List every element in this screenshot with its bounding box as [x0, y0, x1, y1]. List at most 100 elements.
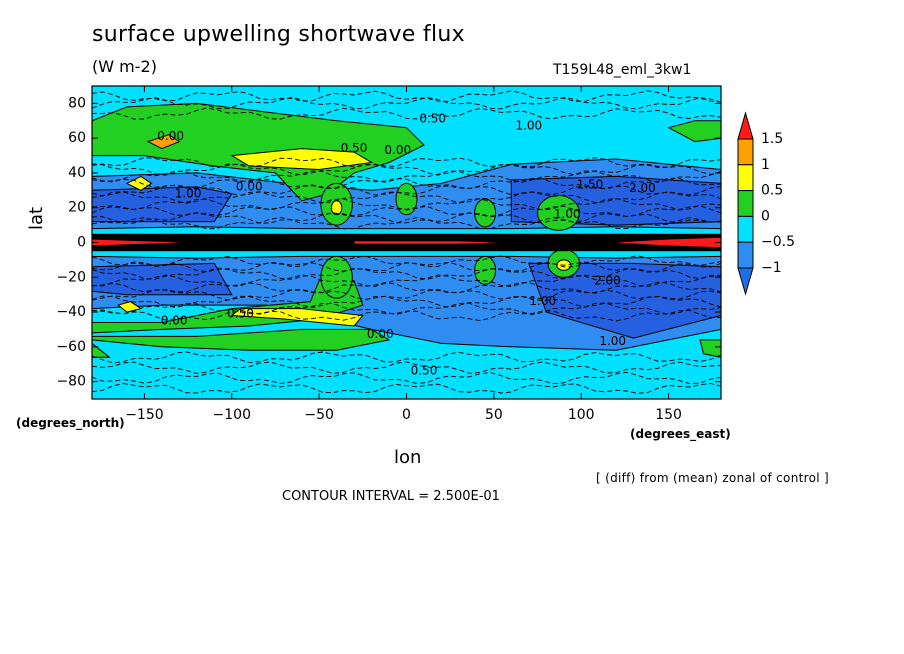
contour-label: 0.00 [384, 143, 411, 157]
colorbar-under-arrow [737, 267, 754, 296]
colorbar-tick-label: −1 [761, 260, 782, 276]
x-tick-label: −150 [125, 407, 163, 423]
contour-label: 1.00 [554, 207, 581, 221]
dashed-contours [92, 90, 721, 394]
y-axis-unit: (degrees_north) [16, 416, 125, 430]
colorbar-tick-label: 1 [761, 157, 770, 173]
south-deep-region [528, 262, 721, 339]
contour-label: 0.50 [411, 364, 438, 378]
x-axis-label: lon [394, 447, 422, 468]
dashed-contour-line [92, 261, 721, 272]
dashed-contour-line [92, 217, 721, 230]
central-red-tongue [353, 240, 512, 245]
dashed-contour-line [92, 97, 721, 110]
east-red-tongue [607, 236, 721, 249]
y-tick-label: −80 [56, 374, 86, 390]
contour-label: 0.50 [227, 306, 254, 320]
dashed-contour-line [92, 371, 721, 385]
dashed-contour-line [92, 184, 721, 197]
contour-label: 1.00 [515, 118, 542, 132]
y-tick-label: 20 [68, 200, 86, 216]
dashed-contour-line [92, 170, 721, 183]
dashed-contour-line [92, 351, 721, 364]
contour-label: 1.00 [175, 186, 202, 200]
x-tick-label: 150 [655, 407, 682, 423]
y-tick-label: −60 [56, 339, 86, 355]
green-cell [474, 198, 497, 228]
contour-label: 0.50 [341, 141, 368, 155]
y-axis: 80 60 40 20 0 −20 −40 −60 −80 [56, 95, 721, 390]
west-red-tongue [92, 238, 197, 247]
dashed-contour-line [92, 90, 721, 103]
x-tick-label: 50 [485, 407, 503, 423]
north-orange-patch [146, 134, 181, 150]
run-id-label: T159L48_eml_3kw1 [553, 62, 692, 78]
dashed-contour-line [92, 157, 721, 168]
colorbar-tick-label: 0.5 [761, 183, 783, 199]
colorbar-swatch [737, 241, 754, 269]
dashed-contour-line [92, 310, 721, 322]
green-cell [320, 255, 353, 299]
dashed-contour-line [92, 205, 721, 217]
colorbar-tick-label: 1.5 [761, 131, 783, 147]
south-green-strip [92, 328, 391, 351]
y-tick-label: 40 [68, 165, 86, 181]
green-cell [395, 182, 418, 216]
dashed-contour-line [92, 281, 721, 294]
dashed-contour-line [92, 267, 721, 280]
dashed-contour-line [92, 198, 721, 211]
north-west-yellow-patch [125, 175, 153, 191]
colorbar-over-arrow [737, 111, 754, 140]
north-west-deep-region [92, 186, 233, 223]
contour-label: 1.50 [577, 178, 604, 192]
dashed-contour-line [92, 302, 721, 315]
dashed-contour-line [92, 289, 721, 301]
contour-labels: 0.50 1.00 0.00 0.50 0.00 1.00 0.00 1.50 2.00 1.00… [157, 112, 655, 378]
contour-label: 0.50 [419, 112, 446, 126]
north-east-green-patch [667, 120, 721, 143]
colorbar-tick-label: −0.5 [761, 234, 795, 250]
dashed-contour-line [92, 274, 721, 287]
diff-note: [ (diff) from (mean) zonal of control ] [596, 471, 829, 485]
colorbar-swatch [737, 138, 754, 166]
y-tick-label: 80 [68, 95, 86, 111]
x-tick-label: 100 [568, 407, 595, 423]
y-tick-label: 60 [68, 130, 86, 146]
dashed-contour-line [92, 295, 721, 308]
x-axis: −150 −100 −50 0 50 100 150 [125, 86, 682, 423]
contour-label: 2.00 [629, 181, 656, 195]
y-tick-label: −20 [56, 269, 86, 285]
x-tick-label: −100 [213, 407, 251, 423]
x-tick-label: 0 [402, 407, 411, 423]
y-tick-label: 0 [77, 235, 86, 251]
yellow-cell [330, 200, 343, 216]
x-tick-label: −50 [304, 407, 334, 423]
contour-label: 0.00 [161, 313, 188, 327]
colorbar-swatch [737, 164, 754, 192]
colorbar-swatch [737, 190, 754, 217]
south-east-green-patch [699, 339, 721, 358]
contour-label: 1.00 [599, 334, 626, 348]
filled-contour-field [92, 86, 721, 399]
y-tick-label: −40 [56, 304, 86, 320]
y-axis-label: lat [26, 206, 47, 230]
dashed-contour-line [92, 163, 721, 176]
contour-label: 1.00 [529, 294, 556, 308]
contour-label: 0.00 [367, 327, 394, 341]
south-west-deep-region [92, 262, 233, 296]
dashed-contour-line [92, 107, 721, 120]
north-green-region [92, 102, 425, 202]
colorbar-swatch [737, 215, 754, 243]
dashed-contour-line [92, 361, 721, 374]
chart-units: (W m-2) [92, 57, 157, 76]
contour-interval: CONTOUR INTERVAL = 2.500E-01 [282, 489, 500, 504]
colorbar: −1 −0.5 0 0.5 1 1.5 [737, 111, 795, 296]
contour-label: 0.00 [236, 179, 263, 193]
x-axis-unit: (degrees_east) [630, 427, 731, 441]
dashed-contour-line [92, 212, 721, 224]
contour-label: 2.00 [594, 273, 621, 287]
contour-label: 0.00 [157, 129, 184, 143]
dashed-contour-line [92, 382, 721, 394]
chart-title: surface upwelling shortwave flux [92, 22, 465, 47]
